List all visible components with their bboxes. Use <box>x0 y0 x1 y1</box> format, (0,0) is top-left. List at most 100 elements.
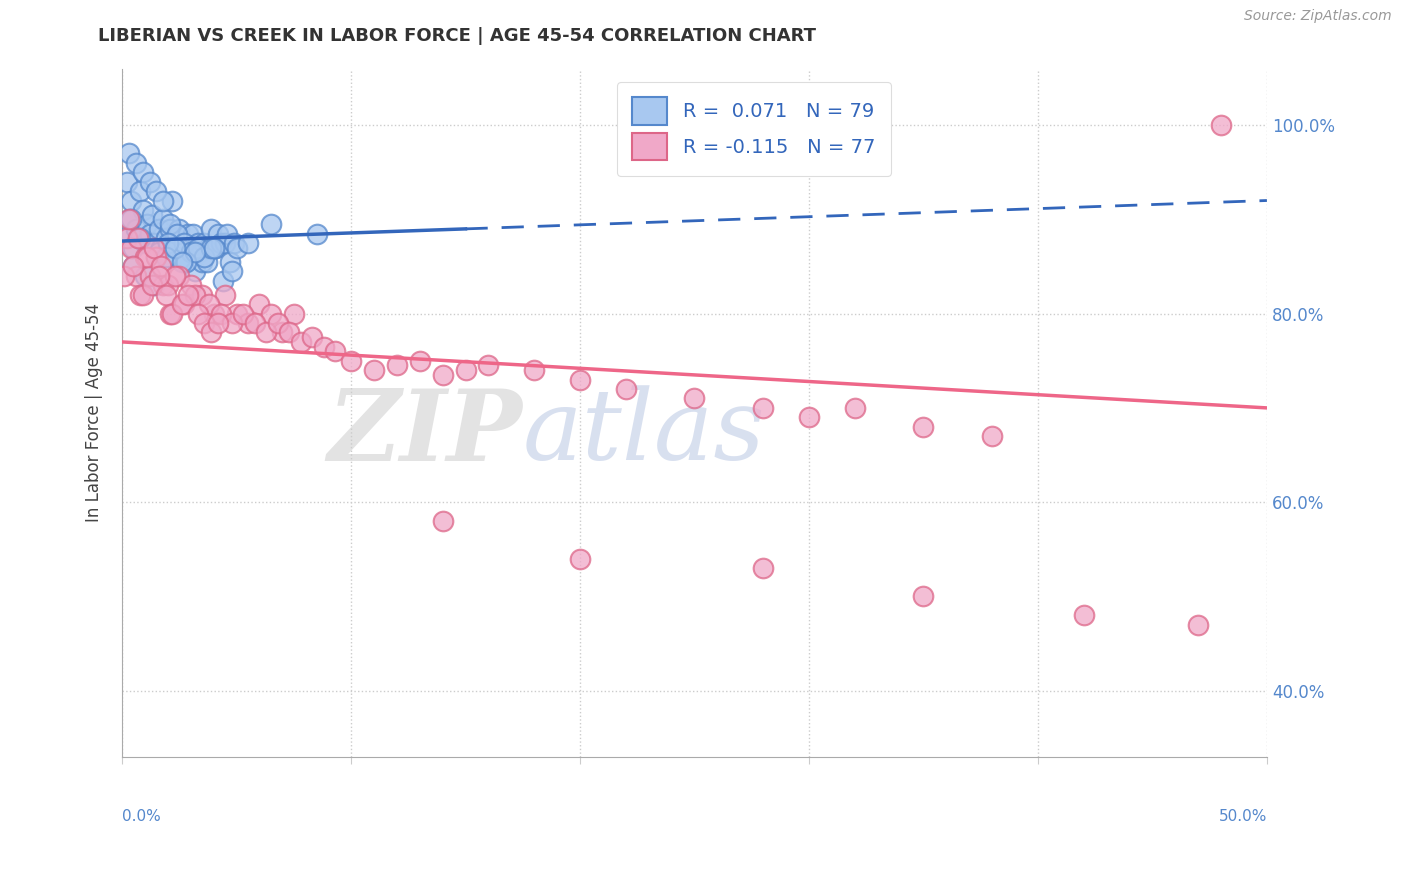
Point <box>225 307 247 321</box>
Point <box>614 382 637 396</box>
Point <box>177 287 200 301</box>
Point <box>143 235 166 250</box>
Point <box>141 278 163 293</box>
Point <box>1209 118 1232 132</box>
Point <box>152 212 174 227</box>
Point <box>170 250 193 264</box>
Point <box>752 401 775 415</box>
Point <box>155 231 177 245</box>
Point <box>188 245 211 260</box>
Point <box>138 268 160 283</box>
Point <box>173 297 195 311</box>
Point <box>200 221 222 235</box>
Point <box>271 326 294 340</box>
Point <box>1187 617 1209 632</box>
Point <box>159 307 181 321</box>
Point <box>174 254 197 268</box>
Point <box>166 241 188 255</box>
Text: atlas: atlas <box>523 385 765 481</box>
Text: LIBERIAN VS CREEK IN LABOR FORCE | AGE 45-54 CORRELATION CHART: LIBERIAN VS CREEK IN LABOR FORCE | AGE 4… <box>98 27 817 45</box>
Point <box>131 202 153 217</box>
Point <box>797 410 820 425</box>
Point <box>211 274 233 288</box>
Point <box>217 227 239 241</box>
Point <box>129 231 152 245</box>
Y-axis label: In Labor Force | Age 45-54: In Labor Force | Age 45-54 <box>86 303 103 522</box>
Point <box>155 250 177 264</box>
Point <box>159 217 181 231</box>
Point <box>118 146 141 161</box>
Point <box>214 287 236 301</box>
Point <box>145 250 167 264</box>
Point <box>202 241 225 255</box>
Point <box>363 363 385 377</box>
Point <box>187 235 209 250</box>
Point <box>409 353 432 368</box>
Point <box>169 221 191 235</box>
Point <box>156 235 179 250</box>
Point <box>174 254 197 268</box>
Point <box>187 307 209 321</box>
Point <box>752 561 775 575</box>
Point <box>683 392 706 406</box>
Point <box>138 227 160 241</box>
Point <box>254 326 277 340</box>
Point <box>115 175 138 189</box>
Point <box>159 221 181 235</box>
Point <box>177 227 200 241</box>
Point <box>122 260 145 274</box>
Point <box>232 307 254 321</box>
Point <box>218 254 240 268</box>
Point <box>981 429 1004 443</box>
Point <box>193 250 215 264</box>
Text: ZIP: ZIP <box>328 385 523 482</box>
Point <box>912 590 935 604</box>
Point <box>221 264 243 278</box>
Point <box>143 278 166 293</box>
Point <box>162 194 184 208</box>
Text: 0.0%: 0.0% <box>122 808 160 823</box>
Point <box>260 307 283 321</box>
Point <box>173 235 195 250</box>
Point <box>145 184 167 198</box>
Point <box>523 363 546 377</box>
Point <box>477 359 499 373</box>
Point <box>118 212 141 227</box>
Point <box>134 250 156 264</box>
Point <box>912 419 935 434</box>
Point <box>200 241 222 255</box>
Point <box>138 175 160 189</box>
Point <box>173 235 195 250</box>
Point <box>290 334 312 349</box>
Point <box>191 254 214 268</box>
Point <box>205 241 228 255</box>
Point <box>278 326 301 340</box>
Point <box>243 316 266 330</box>
Point <box>170 297 193 311</box>
Point <box>198 297 221 311</box>
Point <box>148 221 170 235</box>
Point <box>267 316 290 330</box>
Point <box>214 235 236 250</box>
Point <box>198 241 221 255</box>
Point <box>180 245 202 260</box>
Point <box>187 241 209 255</box>
Point <box>844 401 866 415</box>
Point <box>221 316 243 330</box>
Point <box>191 287 214 301</box>
Point <box>120 194 142 208</box>
Point <box>236 235 259 250</box>
Point <box>170 254 193 268</box>
Point <box>385 359 408 373</box>
Point <box>112 231 135 245</box>
Point <box>260 217 283 231</box>
Point <box>340 353 363 368</box>
Point <box>148 245 170 260</box>
Point <box>143 241 166 255</box>
Point <box>301 330 323 344</box>
Point <box>323 344 346 359</box>
Text: Source: ZipAtlas.com: Source: ZipAtlas.com <box>1244 9 1392 23</box>
Point <box>166 227 188 241</box>
Point <box>131 165 153 179</box>
Point <box>163 268 186 283</box>
